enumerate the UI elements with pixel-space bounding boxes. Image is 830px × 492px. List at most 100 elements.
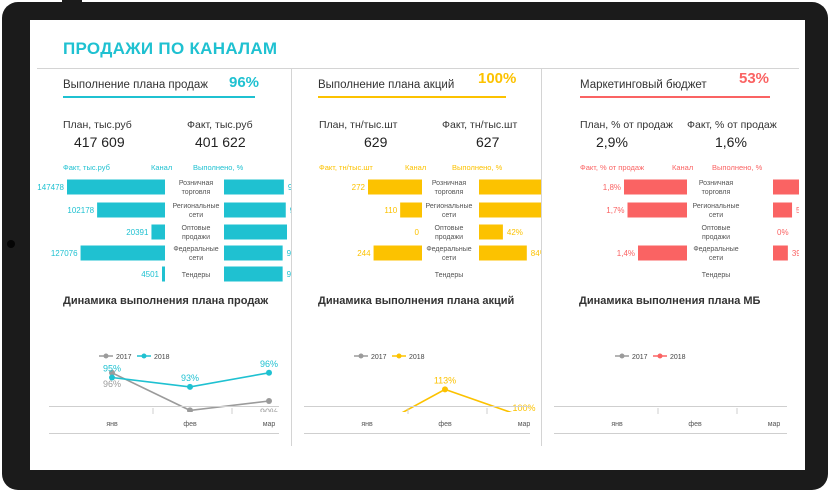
mb-done-col-header: Выполнено, %	[712, 163, 763, 172]
data-point	[266, 369, 272, 376]
sales-card: Выполнение плана продаж 96% План, тыс.ру…	[37, 68, 291, 412]
sales-fact-label: Факт, тыс.руб	[187, 119, 253, 131]
done-bar-label: 42%	[507, 228, 523, 237]
channel-label: сети	[189, 255, 203, 262]
channel-label: Региональные	[173, 203, 220, 210]
sales-dynamics-title: Динамика выполнения плана продаж	[63, 295, 269, 307]
fact-bar	[638, 245, 687, 261]
axis-line	[554, 433, 787, 434]
channel-label: Оптовые	[702, 225, 731, 232]
axis-line	[554, 406, 787, 407]
fact-bar	[627, 202, 687, 218]
mb-kpi-label: Маркетинговый бюджет	[580, 79, 707, 91]
sales-kpi-label: Выполнение плана продаж	[63, 79, 208, 91]
channel-label: продажи	[435, 234, 463, 241]
done-bar	[479, 224, 503, 240]
data-point	[266, 398, 272, 404]
fact-bar	[97, 202, 165, 218]
legend-label: 2017	[371, 354, 387, 361]
sales-channel-col-header: Канал	[151, 163, 173, 172]
fact-bar-label: 4501	[141, 270, 159, 279]
mb-plan-label: План, % от продаж	[580, 119, 673, 131]
data-point	[187, 407, 193, 412]
mb-month-axis: янв фев мар	[611, 408, 781, 428]
mb-dynamics-title: Динамика выполнения плана МБ	[579, 295, 761, 307]
data-label: 95%	[103, 364, 121, 374]
done-bar	[224, 266, 283, 282]
promo-kpi-percent: 100%	[478, 70, 517, 87]
fact-bar-label: 1,7%	[606, 206, 624, 215]
month-tick-label: фев	[438, 421, 452, 428]
legend-marker	[141, 353, 147, 359]
promo-done-col-header: Выполнено, %	[452, 163, 503, 172]
month-tick-label: янв	[361, 421, 373, 428]
done-bar	[773, 179, 799, 195]
dashboard-screen: ПРОДАЖИ ПО КАНАЛАМ Выполнение плана прод…	[30, 20, 805, 470]
channel-label: продажи	[182, 234, 210, 241]
legend-label: 2017	[632, 354, 648, 361]
channel-label: сети	[709, 212, 723, 219]
done-bar	[773, 202, 793, 218]
done-bar-label: 84%	[531, 249, 542, 258]
legend-marker	[619, 353, 625, 359]
done-bar-label: 94%	[287, 249, 291, 258]
done-bar	[224, 224, 287, 240]
promo-axis-strip: янв фев мар	[291, 406, 542, 446]
mb-kpi-underline	[580, 96, 770, 98]
data-label: 96%	[260, 359, 278, 369]
channel-label: Розничная	[179, 180, 214, 187]
page-title: ПРОДАЖИ ПО КАНАЛАМ	[63, 39, 278, 58]
channel-label: сети	[709, 255, 723, 262]
data-point	[187, 383, 193, 390]
month-tick-label: янв	[611, 421, 623, 428]
legend-marker	[103, 353, 109, 359]
data-label: 93%	[181, 373, 199, 383]
done-bar-label: 99%	[290, 206, 291, 215]
sales-plan-label: План, тыс.руб	[63, 119, 132, 131]
month-tick-label: фев	[183, 421, 197, 428]
done-bar	[479, 202, 542, 218]
fact-bar-label: 127076	[51, 249, 78, 258]
fact-bar-label: 110	[384, 206, 397, 215]
data-label: 100%	[512, 403, 535, 412]
promo-kpi-label: Выполнение плана акций	[318, 79, 455, 91]
done-bar	[224, 179, 284, 195]
channel-label: сети	[442, 212, 456, 219]
fact-bar-label: 1,8%	[603, 183, 621, 192]
channel-label: Тендеры	[182, 272, 211, 279]
done-bar-label: 96%	[288, 183, 291, 192]
fact-bar-label: 0	[415, 228, 420, 237]
channel-label: Федеральные	[693, 246, 738, 253]
fact-bar	[400, 202, 422, 218]
fact-bar	[373, 245, 422, 261]
mb-fact-value: 1,6%	[715, 134, 747, 150]
legend-label: 2018	[670, 354, 686, 361]
axis-line	[304, 433, 530, 434]
done-bar	[224, 202, 286, 218]
card-top-rule	[37, 68, 291, 69]
sales-bar-chart: Розничная торговля 147478 96% Региональные се…	[37, 179, 291, 282]
promo-bar-chart: Розничнаяторговля272110%Региональныесети…	[352, 179, 542, 279]
fact-bar	[151, 224, 165, 240]
legend-label: 2017	[116, 354, 132, 361]
fact-bar-label: 1,4%	[617, 249, 635, 258]
sales-month-axis: янв фев мар	[106, 408, 275, 428]
card-top-rule	[542, 68, 799, 69]
promo-fact-value: 627	[476, 134, 500, 150]
fact-bar	[80, 245, 165, 261]
sales-done-col-header: Выполнено, %	[193, 163, 244, 172]
promo-fact-label: Факт, тн/тыс.шт	[442, 119, 518, 131]
channel-label: Федеральные	[426, 246, 471, 253]
channel-label: Региональные	[693, 203, 740, 210]
mb-card: Маркетинговый бюджет 53% План, % от прод…	[541, 68, 799, 406]
mb-kpi-percent: 53%	[739, 70, 770, 87]
done-bar-label: 94%	[287, 270, 291, 279]
done-bar	[224, 245, 283, 261]
data-label: 113%	[434, 375, 456, 385]
channel-label: Розничная	[432, 180, 467, 187]
done-bar-label: 0%	[777, 228, 789, 237]
month-tick-label: мар	[768, 421, 781, 428]
fact-bar-label: 20391	[126, 228, 149, 237]
promo-dynamics-title: Динамика выполнения плана акций	[318, 295, 515, 307]
